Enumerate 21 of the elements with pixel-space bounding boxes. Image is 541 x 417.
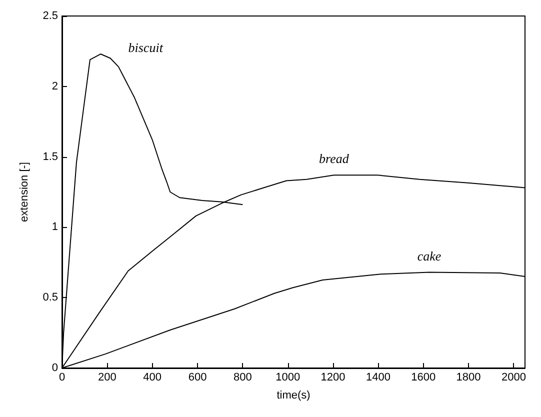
y-tick-label: 0.5 xyxy=(42,292,58,304)
y-tick-label: 2.5 xyxy=(42,10,58,22)
y-tick-label: 1.5 xyxy=(42,150,58,163)
series-label: cake xyxy=(417,248,442,264)
y-tick-label: 1 xyxy=(52,221,58,234)
x-tick-label: 1200 xyxy=(320,372,346,384)
x-tick-label: 1400 xyxy=(366,372,390,384)
y-tick-label: 2 xyxy=(52,80,58,92)
x-tick-label: 2000 xyxy=(501,372,526,384)
series-label: bread xyxy=(319,151,350,166)
x-tick-label: 400 xyxy=(143,372,162,384)
series-label: biscuit xyxy=(128,40,164,56)
y-axis-title: extension [-] xyxy=(18,162,30,222)
x-tick-label: 1000 xyxy=(276,372,300,384)
y-tick-label: 0 xyxy=(52,362,58,374)
x-tick-label: 600 xyxy=(188,372,207,384)
x-tick-label: 1600 xyxy=(411,372,436,384)
x-axis-title: time(s) xyxy=(276,390,310,402)
x-tick-label: 800 xyxy=(234,372,252,384)
x-tick-label: 200 xyxy=(98,372,116,384)
x-tick-label: 1800 xyxy=(456,372,481,384)
